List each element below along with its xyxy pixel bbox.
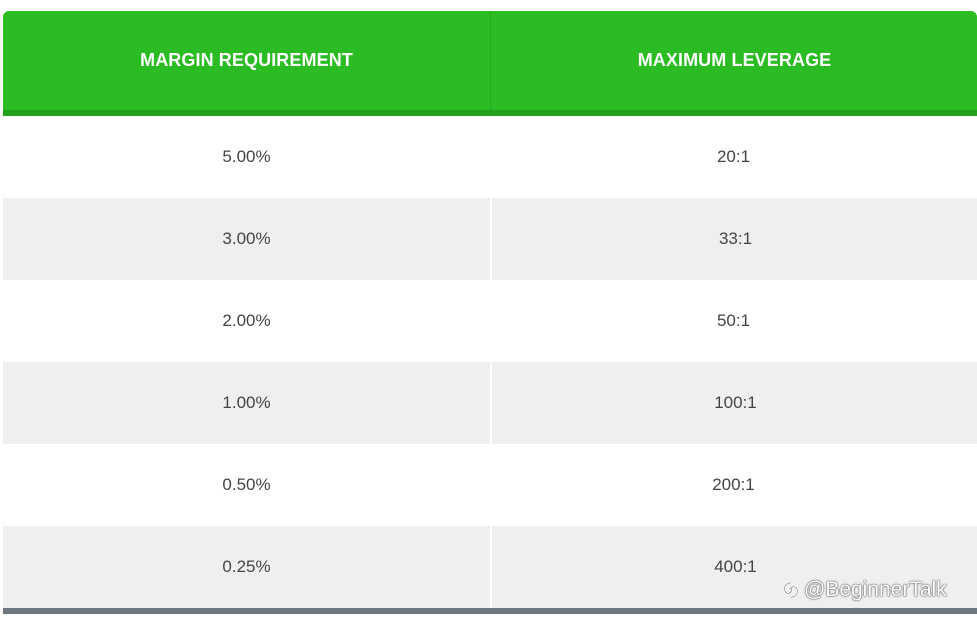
column-header-margin-requirement: MARGIN REQUIREMENT [140,50,353,70]
watermark: @BeginnerTalk [782,578,947,602]
table-row: 3.00% 33:1 [3,198,977,280]
leverage-cell: 400:1 [490,526,977,608]
leverage-cell: 33:1 [490,198,977,280]
table-row: 5.00% 20:1 [3,116,977,198]
column-header-maximum-leverage: MAXIMUM LEVERAGE [490,11,977,110]
leverage-cell: 20:1 [716,147,751,166]
margin-cell: 0.25% [222,557,271,576]
table-row: 1.00% 100:1 [3,362,977,444]
leverage-table: MARGIN REQUIREMENT MAXIMUM LEVERAGE 5.00… [3,11,977,614]
table-row: 0.25% 400:1 [3,526,977,608]
swirl-logo-icon [783,581,799,599]
leverage-cell: 100:1 [490,362,977,444]
table-row: 2.00% 50:1 [3,280,977,362]
watermark-text: @BeginnerTalk [804,578,947,601]
margin-cell: 2.00% [222,311,271,330]
table-row: 0.50% 200:1 [3,444,977,526]
leverage-cell: 50:1 [716,311,751,330]
leverage-cell: 200:1 [712,475,755,494]
margin-cell: 3.00% [222,229,271,248]
margin-cell: 5.00% [222,147,271,166]
margin-cell: 1.00% [222,393,271,412]
table-header: MARGIN REQUIREMENT MAXIMUM LEVERAGE [3,11,977,116]
margin-cell: 0.50% [222,475,271,494]
table-footer-bar [3,608,977,614]
